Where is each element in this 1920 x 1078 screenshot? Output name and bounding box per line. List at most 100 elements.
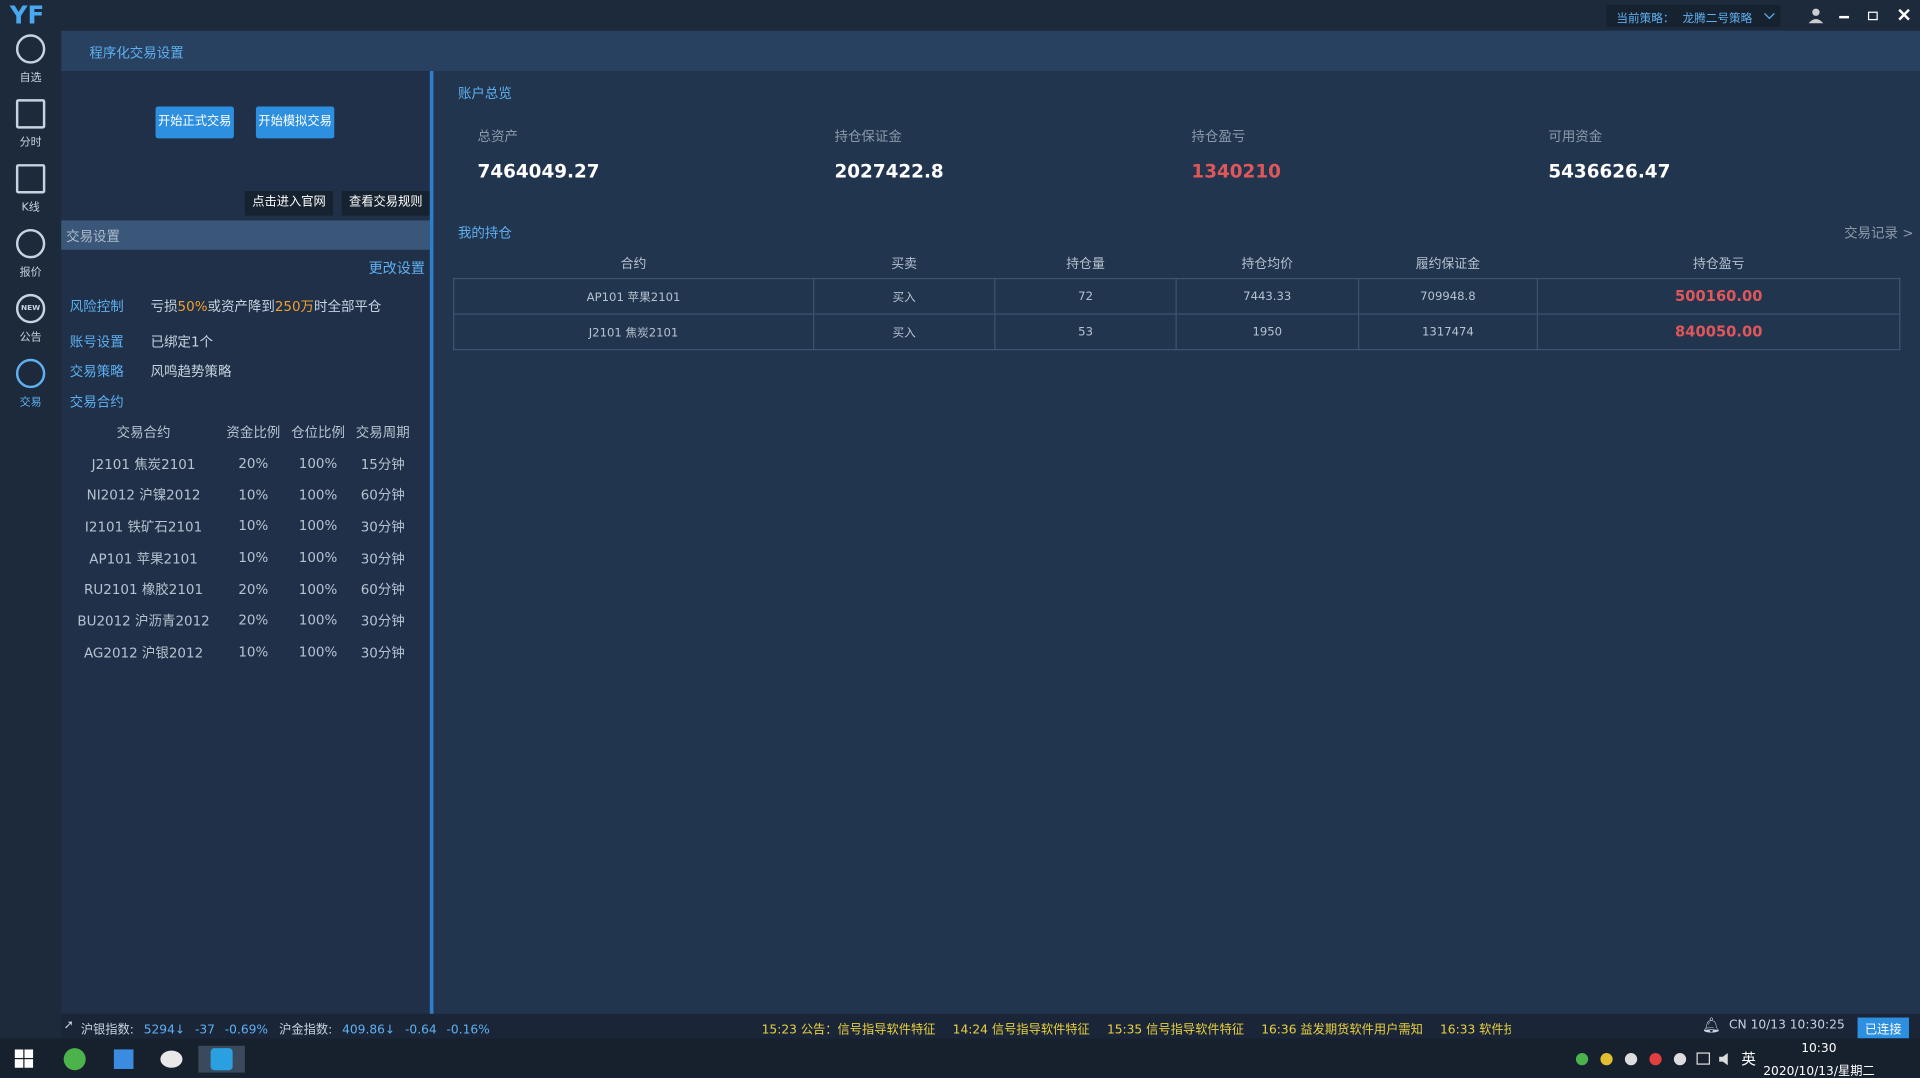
column-header: 合约 [620,256,647,272]
silver-index: 沪银指数: 5294↓ -37 -0.69% [81,1019,278,1037]
overview-label: 可用资金 [1548,128,1603,145]
index-part: -0.16% [446,1023,490,1038]
contract-cell: 100% [298,487,338,503]
start-sim-button[interactable]: 开始模拟交易 [255,106,335,139]
status-bar: ➚ 沪银指数: 5294↓ -37 -0.69% 沪金指数: 409.86↓ -0.64-… [61,1013,1920,1039]
ticker-item[interactable]: 16:33 软件技 [1440,1023,1512,1038]
risk-part: 或资产降到 [207,298,275,315]
contracts-label: 交易合约 [69,394,124,411]
tray-date: 2020/10/13/星期二 [1763,1065,1875,1078]
overview-value: 2027422.8 [834,160,944,183]
contract-cell: 10% [238,518,269,535]
dropdown-icon [1764,13,1775,20]
position-cell: 53 [994,313,1177,351]
position-cell: 买入 [812,277,996,315]
sidebar-icon [15,34,46,64]
position-cell: 709948.8 [1357,277,1539,315]
gold-index: 沪金指数: 409.86↓ -0.64 -0.16% [279,1019,499,1037]
start-button[interactable] [14,1049,35,1069]
strategy-select[interactable]: 当前策略： 龙腾二号策略 [1606,4,1781,27]
column-header: 仓位比例 [291,424,345,441]
sidebar-item[interactable]: K线 [0,162,61,221]
sidebar-item[interactable]: NEW 公告 [0,291,61,350]
ticker-item[interactable]: 16:36 益发期货软件用户需知 [1261,1023,1423,1038]
contract-cell: 100% [298,612,338,629]
start-live-button[interactable]: 开始正式交易 [155,106,234,139]
clock: CN 10/13 10:30:25 [1728,1018,1845,1033]
positions-header: 合约 买卖 持仓量 持仓均价 履约保证金 持仓盈亏 [454,249,1900,279]
contract-cell: 60分钟 [360,581,405,598]
position-cell: AP101 苹果2101 [453,277,815,315]
column-header: 持仓均价 [1241,256,1293,272]
records-link[interactable]: 交易记录 > [1844,225,1914,242]
contract-cell: 20% [238,612,269,629]
position-cell: 500160.00 [1537,277,1901,315]
column-header: 履约保证金 [1415,256,1481,272]
sidebar-label: 自选 [19,72,42,85]
sidebar-label: 分时 [19,137,42,150]
position-cell: 7443.33 [1175,277,1359,315]
sidebar-label: 报价 [19,266,42,280]
column-header: 交易合约 [116,424,171,441]
contract-cell: 10% [238,487,269,503]
contracts-table: 交易合约 资金比例 仓位比例 交易周期 J2101 焦炭2101 20% 100% 15分钟 N… [66,416,415,668]
sidebar-icon [15,358,46,389]
position-row: AP101 苹果2101 买入 72 7443.33 709948.8 500160.00 [453,277,1901,315]
index-part: -0.64 [405,1023,437,1038]
logo: YF [9,0,45,30]
risk-part: 亏损 [150,298,178,315]
column-header: 交易周期 [355,424,410,441]
ticker-item[interactable]: 15:23 公告：信号指导软件特征 [761,1023,936,1038]
rules-button[interactable]: 查看交易规则 [341,191,430,216]
contract-cell: I2101 铁矿石2101 [84,519,203,535]
risk-part: 时全部平仓 [314,298,382,315]
strategy-name: 龙腾二号策略 [1682,12,1753,26]
sidebar-item[interactable]: 交易 [0,356,61,415]
bell-icon[interactable]: 🔔︎ [1702,1016,1721,1034]
sidebar-badge: NEW [20,303,41,313]
taskbar: 英 10:30 2020/10/13/星期二 [0,1038,1920,1078]
ime[interactable]: 英 [1741,1050,1756,1068]
tray-icons[interactable] [1575,1051,1734,1068]
index-part: -37 [194,1023,215,1038]
sidebar-icon: NEW [15,293,46,324]
contract-cell: 30分钟 [360,519,405,535]
contract-cell: J2101 焦炭2101 [91,456,196,473]
position-row: J2101 焦炭2101 买入 53 1950 1317474 840050.00 [453,313,1901,351]
sidebar-item[interactable]: 自选 [0,32,61,91]
column-header: 资金比例 [226,424,281,441]
sidebar-item[interactable]: 报价 [0,227,61,286]
pin: ➚ [63,1018,74,1033]
index-part: 沪金指数: [279,1023,333,1038]
overview-label: 总资产 [477,128,518,145]
column-header: 持仓盈亏 [1693,256,1745,272]
risk-value: 50% [177,298,208,315]
edit-link[interactable]: 更改设置 [368,259,425,277]
contract-cell: AG2012 沪银2012 [83,644,204,661]
positions-table: 合约 买卖 持仓量 持仓均价 履约保证金 持仓盈亏 AP101 苹果2101 买入 72 7443… [453,249,1901,351]
site-button[interactable]: 点击进入官网 [244,191,334,216]
contracts-header: 交易合约 资金比例 仓位比例 交易周期 [66,416,415,447]
position-cell: 1950 [1175,313,1359,351]
position-cell: J2101 焦炭2101 [453,313,815,351]
settings-bar: 交易设置 [61,220,430,250]
strategy-label: 交易策略 [69,363,124,380]
window-controls[interactable] [1805,7,1915,24]
header: 程序化交易设置 [61,30,1920,72]
sidebar-item[interactable]: 分时 [0,97,61,156]
sidebar-icon [15,164,46,194]
contract-row: NI2012 沪镍2012 10% 100% 60分钟 [66,479,415,510]
contract-row: BU2012 沪沥青2012 20% 100% 30分钟 [66,605,415,636]
position-cell: 840050.00 [1537,313,1901,351]
main-panel: 账户总览 我的持仓 交易记录 > 合约 买卖 持仓量 持仓均价 履约保证金 持仓盈亏 AP1… [433,71,1920,1014]
contract-cell: 100% [298,549,338,566]
account-value: 已绑定1个 [150,334,214,351]
ticker: 15:23 公告：信号指导软件特征 14:24 信号指导软件特征 15:35 信号指… [762,1019,1511,1037]
overview-label: 持仓保证金 [834,128,902,145]
taskbar-apps[interactable] [61,1045,257,1073]
contract-row: I2101 铁矿石2101 10% 100% 30分钟 [66,511,415,542]
contract-cell: 100% [298,644,338,661]
ticker-item[interactable]: 14:24 信号指导软件特征 [952,1023,1090,1038]
ticker-item[interactable]: 15:35 信号指导软件特征 [1106,1023,1245,1038]
header-title: 程序化交易设置 [89,45,184,62]
